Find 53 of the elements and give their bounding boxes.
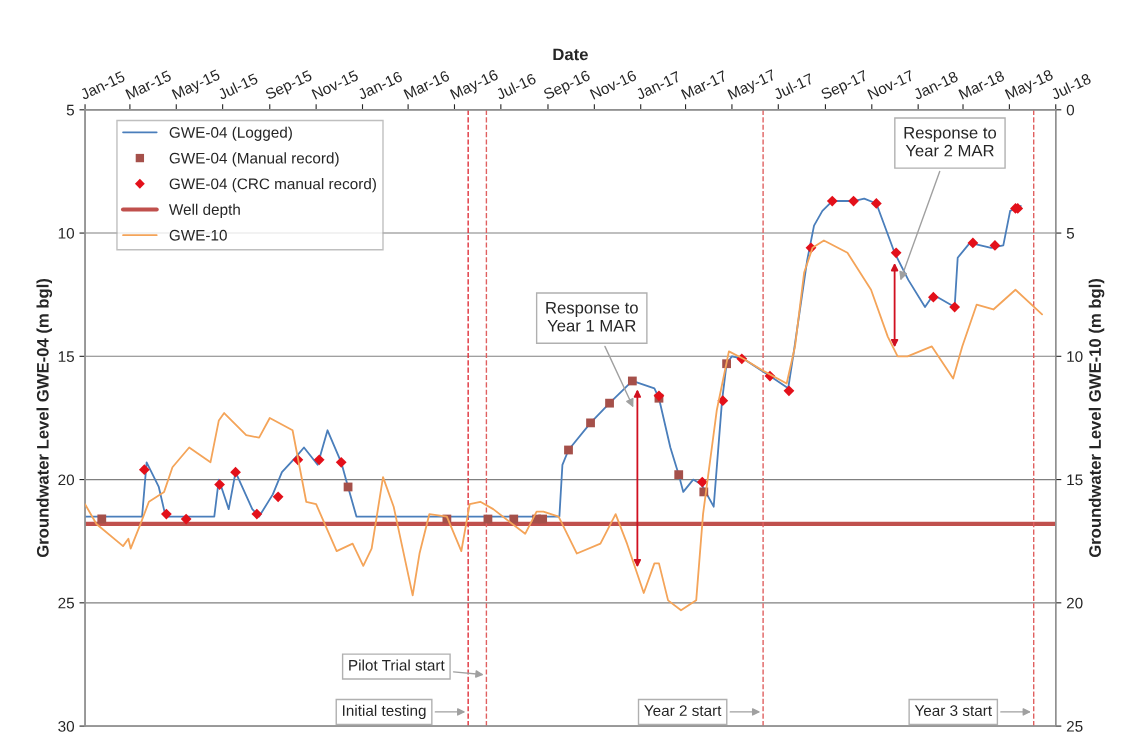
y-axis-title: Groundwater Level GWE-04 (m bgl) — [36, 278, 53, 558]
y2-tick-label: 5 — [1066, 228, 1075, 239]
legend-label: GWE-04 (CRC manual record) — [169, 178, 376, 193]
point — [564, 445, 573, 455]
point — [272, 491, 284, 503]
y2-axis-title: Groundwater Level GWE-10 (m bgl) — [1088, 278, 1105, 558]
point — [335, 456, 347, 468]
point — [627, 376, 637, 386]
legend-label: GWE-04 (Manual record) — [169, 152, 339, 167]
point — [967, 237, 979, 249]
point — [214, 479, 225, 490]
point — [605, 398, 614, 408]
point — [696, 476, 708, 488]
point — [826, 195, 838, 207]
y-tick-label: 20 — [58, 474, 75, 486]
point — [230, 466, 241, 478]
y2-tick-label: 0 — [1066, 104, 1075, 116]
point — [538, 514, 548, 524]
ref-line-label: Pilot Trial start — [349, 659, 445, 671]
annotation: Response to Year 1 MAR — [546, 301, 638, 332]
point — [949, 301, 961, 313]
point — [138, 464, 150, 476]
point — [180, 513, 192, 525]
point — [97, 514, 107, 524]
ref-line-label: Initial testing — [342, 704, 426, 720]
point — [674, 470, 684, 480]
y2-tick-label: 25 — [1066, 720, 1083, 732]
point — [870, 198, 882, 209]
y2-tick-label: 15 — [1067, 474, 1083, 486]
point — [161, 508, 172, 520]
y2-tick-label: 10 — [1067, 351, 1083, 363]
y2-tick-label: 20 — [1066, 597, 1083, 609]
ref-line-label: Year 3 start — [914, 705, 992, 717]
y-tick-label: 10 — [58, 227, 75, 239]
line-series — [85, 197, 1022, 518]
point — [890, 247, 902, 259]
y-tick-label: 25 — [58, 597, 74, 609]
point — [586, 418, 595, 428]
legend-label: Well depth — [168, 203, 240, 218]
y-tick-label: 5 — [66, 104, 74, 116]
annotation: Response to Year 2 MAR — [904, 126, 997, 157]
legend-label: GWE-04 (Logged) — [169, 126, 292, 141]
y-tick-label: 30 — [58, 720, 75, 732]
x-axis-title: Date — [553, 48, 588, 61]
legend-label: GWE-10 — [169, 229, 227, 241]
point — [251, 508, 263, 520]
ref-line-label: Year 2 start — [644, 705, 722, 717]
point — [989, 240, 1001, 251]
y-tick-label: 15 — [58, 351, 74, 363]
point — [313, 454, 325, 466]
point — [783, 385, 795, 397]
point — [927, 291, 939, 303]
line-series — [85, 239, 1043, 612]
